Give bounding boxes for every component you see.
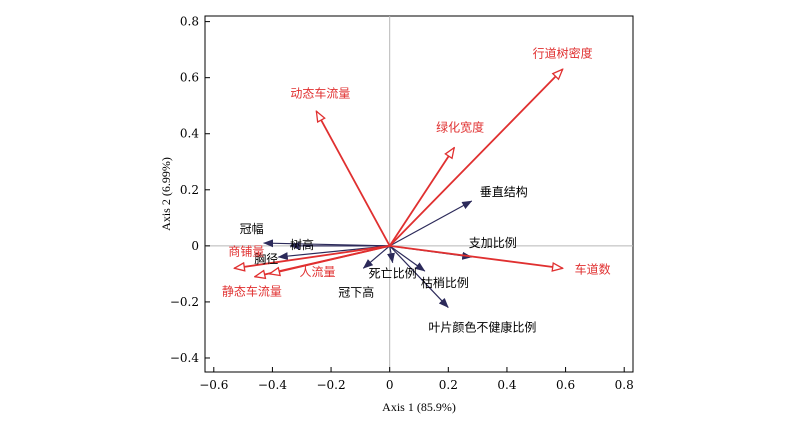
environment-vector-label: 人流量 <box>299 265 335 279</box>
environment-vector-label: 车道数 <box>575 261 611 276</box>
response-vector-label: 垂直结构 <box>480 184 528 199</box>
environment-vector-arrow <box>316 111 391 247</box>
environment-vector-label: 静态车流量 <box>222 284 282 299</box>
y-tick-label: 0 <box>191 239 199 253</box>
environment-vector-arrow <box>389 69 563 247</box>
response-vector-label: 冠下高 <box>338 284 374 299</box>
response-vector-label: 叶片颜色不健康比例 <box>428 320 536 335</box>
response-vector-label: 支加比例 <box>469 236 517 250</box>
environment-vector-label: 行道树密度 <box>533 45 593 60</box>
response-vector-label: 冠幅 <box>240 221 264 236</box>
y-tick-label: 0.2 <box>180 183 199 197</box>
response-vector-arrow <box>389 245 426 272</box>
response-vector-arrow <box>389 245 449 308</box>
environment-vector-arrow <box>389 244 563 268</box>
environment-vector-arrow <box>269 244 390 274</box>
y-tick-label: 0.6 <box>180 71 199 85</box>
x-tick-label: 0 <box>386 378 394 392</box>
y-tick-label: 0.8 <box>180 15 199 29</box>
y-tick-label: −0.2 <box>170 295 199 309</box>
environment-vector-label: 商铺量 <box>228 243 264 258</box>
response-vector-label: 胸径 <box>254 251 278 266</box>
environment-vector-arrow <box>234 244 390 268</box>
response-vector-arrow <box>387 245 395 264</box>
environment-vector-label: 动态车流量 <box>290 85 350 100</box>
x-tick-label: −0.6 <box>199 378 228 392</box>
response-vector-label: 死亡比例 <box>369 267 417 281</box>
plot-frame <box>204 15 634 373</box>
y-tick-label: −0.4 <box>170 351 200 365</box>
zero-lines <box>205 16 633 372</box>
x-tick-label: −0.4 <box>258 378 288 392</box>
x-tick-label: −0.2 <box>316 378 345 392</box>
y-axis-title: Axis 2 (6.99%) <box>159 157 173 231</box>
x-tick-label: 0.6 <box>556 378 575 392</box>
x-tick-label: 0.4 <box>497 378 516 392</box>
axis-ticks: −0.6 −0.4 −0.2 0 0.2 0.4 0.6 0.8 −0.4 −0.2 0 0.2 0.4… <box>170 15 634 392</box>
response-vector-label: 树高 <box>290 237 314 252</box>
x-tick-label: 0.8 <box>615 378 634 392</box>
x-tick-label: 0.2 <box>439 378 458 392</box>
x-axis-title: Axis 1 (85.9%) <box>382 400 456 414</box>
environment-vectors <box>234 69 562 276</box>
response-vector-arrow <box>362 245 391 269</box>
environment-vector-label: 绿化宽度 <box>436 120 484 135</box>
response-vector-arrow <box>389 200 473 247</box>
y-tick-label: 0.4 <box>180 127 199 141</box>
response-vector-label: 枯梢比例 <box>421 275 469 290</box>
environment-vector-arrow <box>388 148 454 247</box>
